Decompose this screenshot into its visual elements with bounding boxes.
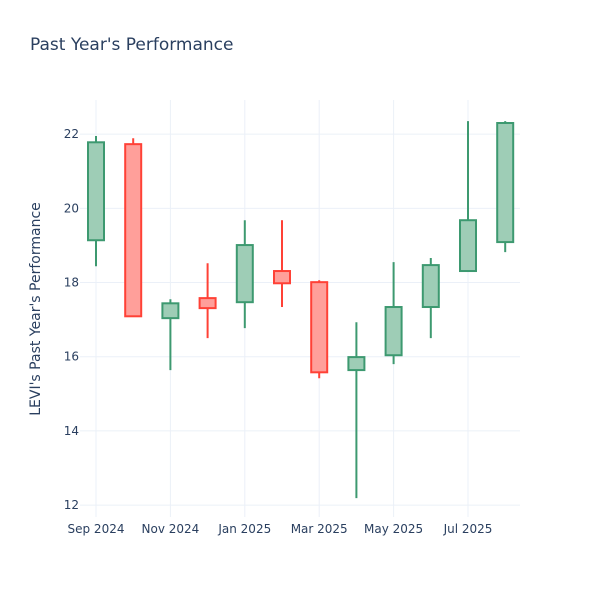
candle-body <box>273 270 291 285</box>
x-tick-label: Sep 2024 <box>68 522 125 536</box>
candles <box>87 121 515 499</box>
x-tick-label: Jan 2025 <box>217 522 271 536</box>
x-tick-label: Jul 2025 <box>443 522 493 536</box>
candle-increasing <box>161 299 180 371</box>
x-tick-label: Mar 2025 <box>291 522 348 536</box>
candle-body <box>161 302 180 320</box>
y-tick-label: 12 <box>64 498 79 512</box>
candle-increasing <box>87 135 105 267</box>
x-tick-label: Nov 2024 <box>142 522 200 536</box>
candle-increasing <box>235 220 254 329</box>
y-tick-label: 22 <box>64 127 79 141</box>
candle-body <box>496 122 515 244</box>
y-axis-label: LEVI's Past Year's Performance <box>28 202 44 416</box>
candle-increasing <box>459 121 477 273</box>
candle-decreasing <box>198 263 217 339</box>
candle-body <box>198 297 217 310</box>
chart-title: Past Year's Performance <box>30 35 234 55</box>
y-tick-label: 14 <box>64 424 79 438</box>
candle-decreasing <box>273 220 291 308</box>
candle-increasing <box>347 322 366 499</box>
candle-increasing <box>421 258 440 339</box>
x-axis-ticks: Sep 2024 Nov 2024 Jan 2025 Mar 2025 May 2025… <box>68 522 493 536</box>
candle-body <box>421 264 440 309</box>
candle-body <box>459 219 477 273</box>
candle-body <box>384 306 403 357</box>
y-tick-label: 20 <box>64 201 79 215</box>
y-tick-label: 16 <box>64 350 79 364</box>
candle-increasing <box>384 262 403 365</box>
candle-increasing <box>496 121 515 253</box>
y-tick-label: 18 <box>64 276 79 290</box>
candle-decreasing <box>310 280 329 379</box>
candle-body <box>310 281 329 374</box>
candle-body <box>347 356 366 372</box>
y-axis-ticks: 12 14 16 18 20 22 <box>64 127 79 512</box>
candle-body <box>235 244 254 304</box>
candle-body <box>87 141 105 242</box>
x-tick-label: May 2025 <box>364 522 423 536</box>
gridlines <box>80 100 520 517</box>
candle-decreasing <box>124 138 143 318</box>
candle-body <box>124 143 143 318</box>
